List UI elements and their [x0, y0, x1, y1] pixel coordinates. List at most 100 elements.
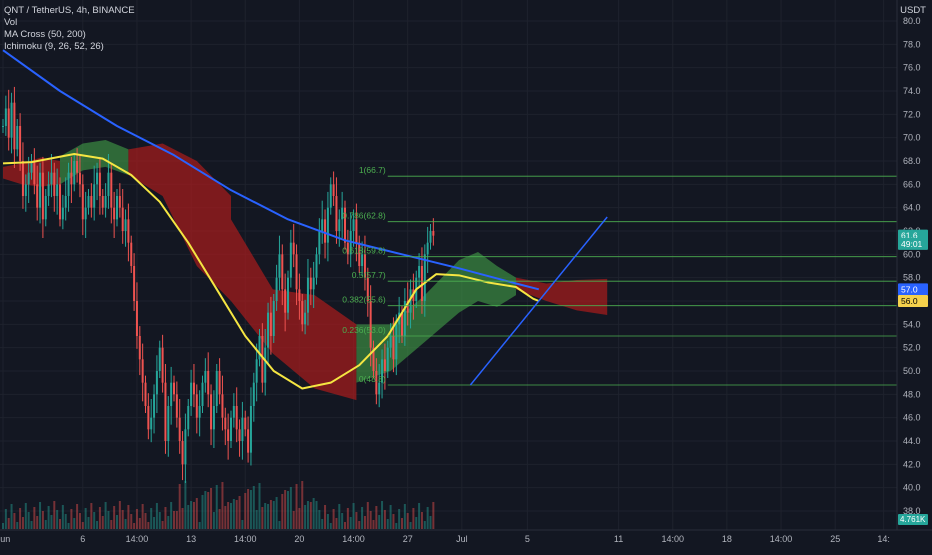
candle-body: [67, 172, 70, 196]
candle-body: [19, 126, 22, 161]
volume-bar: [341, 513, 344, 529]
price-label-box: [898, 237, 928, 250]
volume-bar: [201, 495, 204, 529]
volume-bar: [346, 508, 349, 529]
volume-bar: [104, 502, 107, 529]
candle-body: [127, 219, 130, 243]
candle-body: [173, 382, 175, 395]
candle-body: [298, 289, 301, 301]
volume-bar: [21, 517, 24, 529]
ma-cross-label[interactable]: MA Cross (50, 200): [4, 29, 86, 40]
trendline[interactable]: [469, 216, 608, 386]
candle-body: [287, 277, 289, 313]
candle-body: [352, 219, 355, 231]
volume-bar: [96, 521, 99, 529]
candle-body: [318, 231, 321, 255]
candle-body: [181, 441, 184, 465]
candle-body: [101, 196, 104, 208]
candle-body: [255, 359, 258, 383]
price-tick-label: 58.0: [903, 273, 921, 283]
volume-bar: [118, 501, 121, 529]
volume-bar: [318, 510, 321, 529]
ma200-line: [2, 49, 540, 291]
volume-bar: [78, 513, 81, 529]
candle-body: [73, 161, 76, 185]
symbol-title[interactable]: QNT / TetherUS, 4h, BINANCE: [4, 5, 135, 16]
volume-bar: [363, 516, 366, 529]
volume-bar: [406, 513, 409, 529]
candle-body: [264, 347, 267, 383]
time-tick-label: 27: [403, 534, 413, 544]
candle-body: [30, 161, 33, 173]
candle-body: [278, 254, 281, 278]
volume-label-text: 4.761K: [900, 515, 926, 524]
candle-body: [389, 336, 392, 348]
volume-bar: [47, 506, 50, 529]
time-tick-label: 14:00: [661, 534, 684, 544]
candle-body: [369, 301, 372, 348]
volume-bar: [369, 511, 372, 529]
volume-bar: [210, 488, 213, 529]
candle-body: [50, 172, 53, 185]
candle-body: [87, 196, 90, 208]
candle-body: [401, 312, 403, 336]
volume-bar: [150, 508, 153, 529]
volume-bar: [90, 503, 93, 529]
candle-body: [409, 289, 412, 313]
candle-body: [375, 371, 378, 395]
price-label-text: 56.0: [901, 296, 918, 306]
volume-bar: [192, 502, 195, 529]
volume-bar: [329, 523, 332, 529]
volume-bar: [198, 522, 201, 529]
volume-bar: [30, 521, 33, 529]
candle-body: [261, 336, 264, 383]
volume-bar: [281, 494, 284, 529]
time-tick-label: Jul: [456, 534, 468, 544]
ichimoku-label[interactable]: Ichimoku (9, 26, 52, 26): [4, 41, 104, 52]
price-tick-label: 74.0: [903, 86, 921, 96]
volume-bar: [19, 508, 22, 529]
volume-bar: [67, 523, 70, 529]
price-label-text: 57.0: [901, 284, 918, 294]
candle-body: [363, 254, 366, 278]
candle-body: [281, 254, 284, 290]
candle-body: [403, 301, 406, 336]
fib-level-label: 0.382(55.6): [342, 295, 386, 305]
candle-body: [81, 184, 84, 220]
candle-body: [249, 406, 252, 453]
candles: [2, 86, 435, 483]
volume-bar: [33, 507, 36, 529]
candle-body: [258, 336, 261, 360]
volume-bar: [358, 521, 361, 529]
volume-bar: [332, 509, 335, 529]
volume-bar: [221, 482, 224, 529]
candle-body: [98, 172, 101, 196]
candle-body: [110, 172, 113, 208]
candle-body: [292, 242, 295, 255]
volume-bar: [372, 520, 375, 529]
chart-legend: QNT / TetherUS, 4h, BINANCE Vol MA Cross…: [4, 5, 135, 53]
candle-body: [326, 207, 329, 243]
fibonacci-retracement[interactable]: 1(66.7) 0.786(62.8) 0.618(59.8) 0.5(57.7) 0.…: [342, 165, 897, 386]
volume-bar: [235, 500, 238, 529]
time-axis[interactable]: Jun 6 14:00 13 14:00 20 14:00 27 Jul 5 11 14:00 18 14…: [0, 529, 932, 544]
price-label-box: [898, 295, 928, 307]
vol-indicator-label[interactable]: Vol: [4, 17, 18, 28]
candle-body: [27, 172, 30, 185]
volume-bar: [267, 504, 270, 529]
price-tick-label: 64.0: [903, 203, 921, 213]
price-tick-label: 42.0: [903, 459, 921, 469]
volume-bar: [56, 510, 59, 529]
candle-body: [70, 172, 73, 185]
volume-bar: [375, 506, 378, 529]
candle-body: [338, 219, 341, 231]
time-tick-label: 20: [294, 534, 304, 544]
volume-bar: [70, 509, 73, 529]
candle-body: [192, 382, 195, 395]
volume-bar: [366, 502, 369, 529]
candle-body: [167, 406, 170, 441]
price-axis[interactable]: 80.078.076.074.072.070.068.066.064.062.0…: [896, 0, 928, 530]
candle-body: [61, 207, 64, 220]
